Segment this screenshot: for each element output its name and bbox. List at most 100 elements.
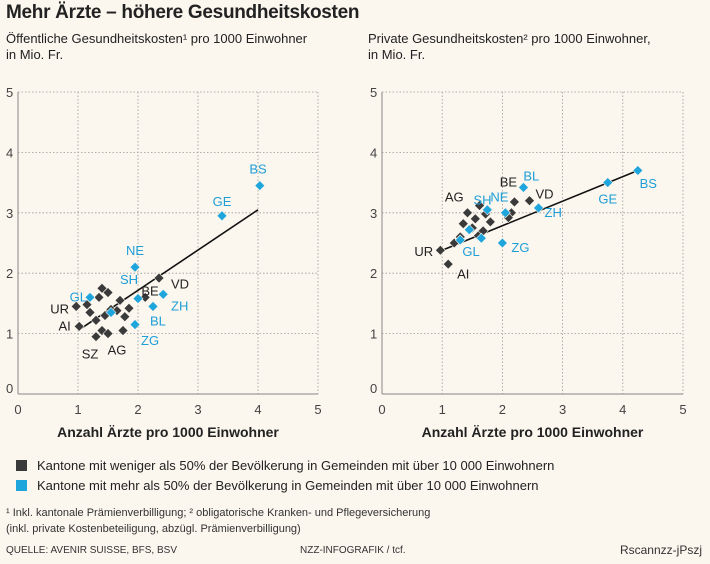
right-point-blue <box>463 224 475 236</box>
left-point-label: BL <box>150 314 166 329</box>
left-point-dark <box>119 311 131 323</box>
right-point-dark <box>457 218 469 230</box>
right-x-tick-label: 0 <box>378 402 385 417</box>
right-point-blue <box>518 182 529 193</box>
left-point-dark <box>73 320 85 332</box>
left-point-dark <box>90 314 102 326</box>
right-point-blue <box>496 237 508 249</box>
right-point-label: GL <box>462 244 479 259</box>
right-point-dark <box>462 207 473 219</box>
footnote-1: ¹ Inkl. kantonale Prämienverbilligung; ²… <box>6 507 431 519</box>
left-x-tick-label: 1 <box>74 402 81 417</box>
left-y-tick-label: 5 <box>6 85 13 100</box>
left-x-tick-label: 4 <box>254 402 261 417</box>
legend-swatch-dark <box>16 460 27 471</box>
right-point-dark <box>474 200 485 211</box>
right-y-tick-label: 0 <box>370 381 377 396</box>
left-y-tick-label: 0 <box>6 381 13 396</box>
right-point-label: BE <box>500 175 518 190</box>
left-chart: 0 1 2 3 4 5 0 1 2 3 4 5 Anzahl Ärzte pro 1000 Einwoh… <box>6 85 322 440</box>
right-point-label: SH <box>474 193 492 208</box>
right-point-dark <box>469 213 481 225</box>
left-point-label: NE <box>126 243 144 258</box>
left-point-blue <box>129 319 141 330</box>
left-x-tick-label: 0 <box>14 402 21 417</box>
right-point-blue <box>481 204 493 216</box>
left-point-blue <box>157 288 169 300</box>
left-point-label: UR <box>50 301 69 316</box>
legend-item-dark: Kantone mit weniger als 50% der Bevölker… <box>16 458 554 473</box>
left-point-blue <box>84 291 96 303</box>
right-point-label: UR <box>414 244 433 259</box>
left-point-blue <box>132 293 144 304</box>
right-point-label: ZH <box>545 205 562 220</box>
left-point-label: SZ <box>82 347 99 362</box>
left-point-label: BS <box>249 162 267 177</box>
left-x-tick-label: 5 <box>314 402 321 417</box>
right-chart-subtitle: Private Gesundheitskosten² pro 1000 Einw… <box>368 31 651 46</box>
right-point-label: ZG <box>511 240 529 255</box>
left-point-blue <box>254 180 266 192</box>
right-x-tick-label: 2 <box>499 402 506 417</box>
left-y-tick-label: 4 <box>6 145 13 160</box>
left-chart-unit: in Mio. Fr. <box>6 47 64 62</box>
right-point-blue <box>475 232 487 244</box>
left-point-dark <box>117 325 129 337</box>
left-point-dark <box>114 294 126 306</box>
right-point-dark <box>484 216 496 228</box>
left-point-dark <box>102 287 114 298</box>
left-point-label: GE <box>213 194 232 209</box>
left-chart-subtitle: Öffentliche Gesundheitskosten¹ pro 1000 … <box>6 31 308 46</box>
right-y-tick-label: 5 <box>370 85 377 100</box>
signature: Rscannzz-jPszj <box>619 543 702 557</box>
right-x-tick-label: 1 <box>439 402 446 417</box>
left-y-tick-label: 2 <box>6 266 13 281</box>
left-point-dark <box>70 300 82 312</box>
right-point-blue <box>533 202 544 214</box>
left-point-label: ZG <box>141 333 159 348</box>
left-point-dark <box>93 291 105 303</box>
right-point-dark <box>509 196 520 208</box>
right-x-axis-label: Anzahl Ärzte pro 1000 Einwohner <box>422 424 644 440</box>
right-chart-unit: in Mio. Fr. <box>368 47 426 62</box>
footnote-2: (inkl. private Kostenbeteiligung, abzügl… <box>6 523 301 535</box>
right-point-dark <box>434 244 446 256</box>
left-point-blue <box>216 210 228 222</box>
right-point-label: BL <box>523 169 539 184</box>
left-point-blue <box>129 261 141 273</box>
left-point-label: ZH <box>171 298 188 313</box>
right-point-blue <box>499 207 511 219</box>
left-point-label: VD <box>171 276 189 291</box>
right-x-tick-label: 3 <box>559 402 566 417</box>
left-point-blue <box>147 300 159 312</box>
left-point-label: GL <box>70 289 87 304</box>
left-point-label: BE <box>141 283 159 298</box>
left-point-dark <box>84 307 96 318</box>
left-y-tick-label: 1 <box>6 327 13 342</box>
left-point-label: AI <box>59 318 71 333</box>
right-x-tick-label: 4 <box>619 402 626 417</box>
right-point-label: BS <box>640 176 658 191</box>
legend-label-blue: Kantone mit mehr als 50% der Bevölkerung… <box>37 478 539 493</box>
right-point-label: VD <box>536 187 554 202</box>
right-point-blue <box>602 177 614 189</box>
left-y-tick-label: 3 <box>6 206 13 221</box>
credit-note: NZZ-INFOGRAFIK / tcf. <box>300 545 406 556</box>
chart-title: Mehr Ärzte – höhere Gesundheitskosten <box>6 2 360 23</box>
right-point-label: AG <box>445 190 464 205</box>
legend-item-blue: Kantone mit mehr als 50% der Bevölkerung… <box>16 478 539 493</box>
left-point-blue <box>105 307 117 318</box>
right-y-tick-label: 1 <box>370 327 377 342</box>
right-point-label: AI <box>457 266 469 281</box>
right-y-tick-label: 3 <box>370 206 377 221</box>
legend-swatch-blue <box>16 480 27 491</box>
right-x-tick-label: 5 <box>679 402 686 417</box>
left-point-dark <box>90 331 102 343</box>
right-point-label: GE <box>598 192 617 207</box>
right-chart: 0 1 2 3 4 5 0 1 2 3 4 5 Anzahl Ärzte pro 1000 Einwoh… <box>370 85 687 440</box>
right-point-blue <box>454 234 466 246</box>
left-point-label: AG <box>108 343 127 358</box>
left-x-tick-label: 2 <box>134 402 141 417</box>
left-point-label: SH <box>120 272 138 287</box>
